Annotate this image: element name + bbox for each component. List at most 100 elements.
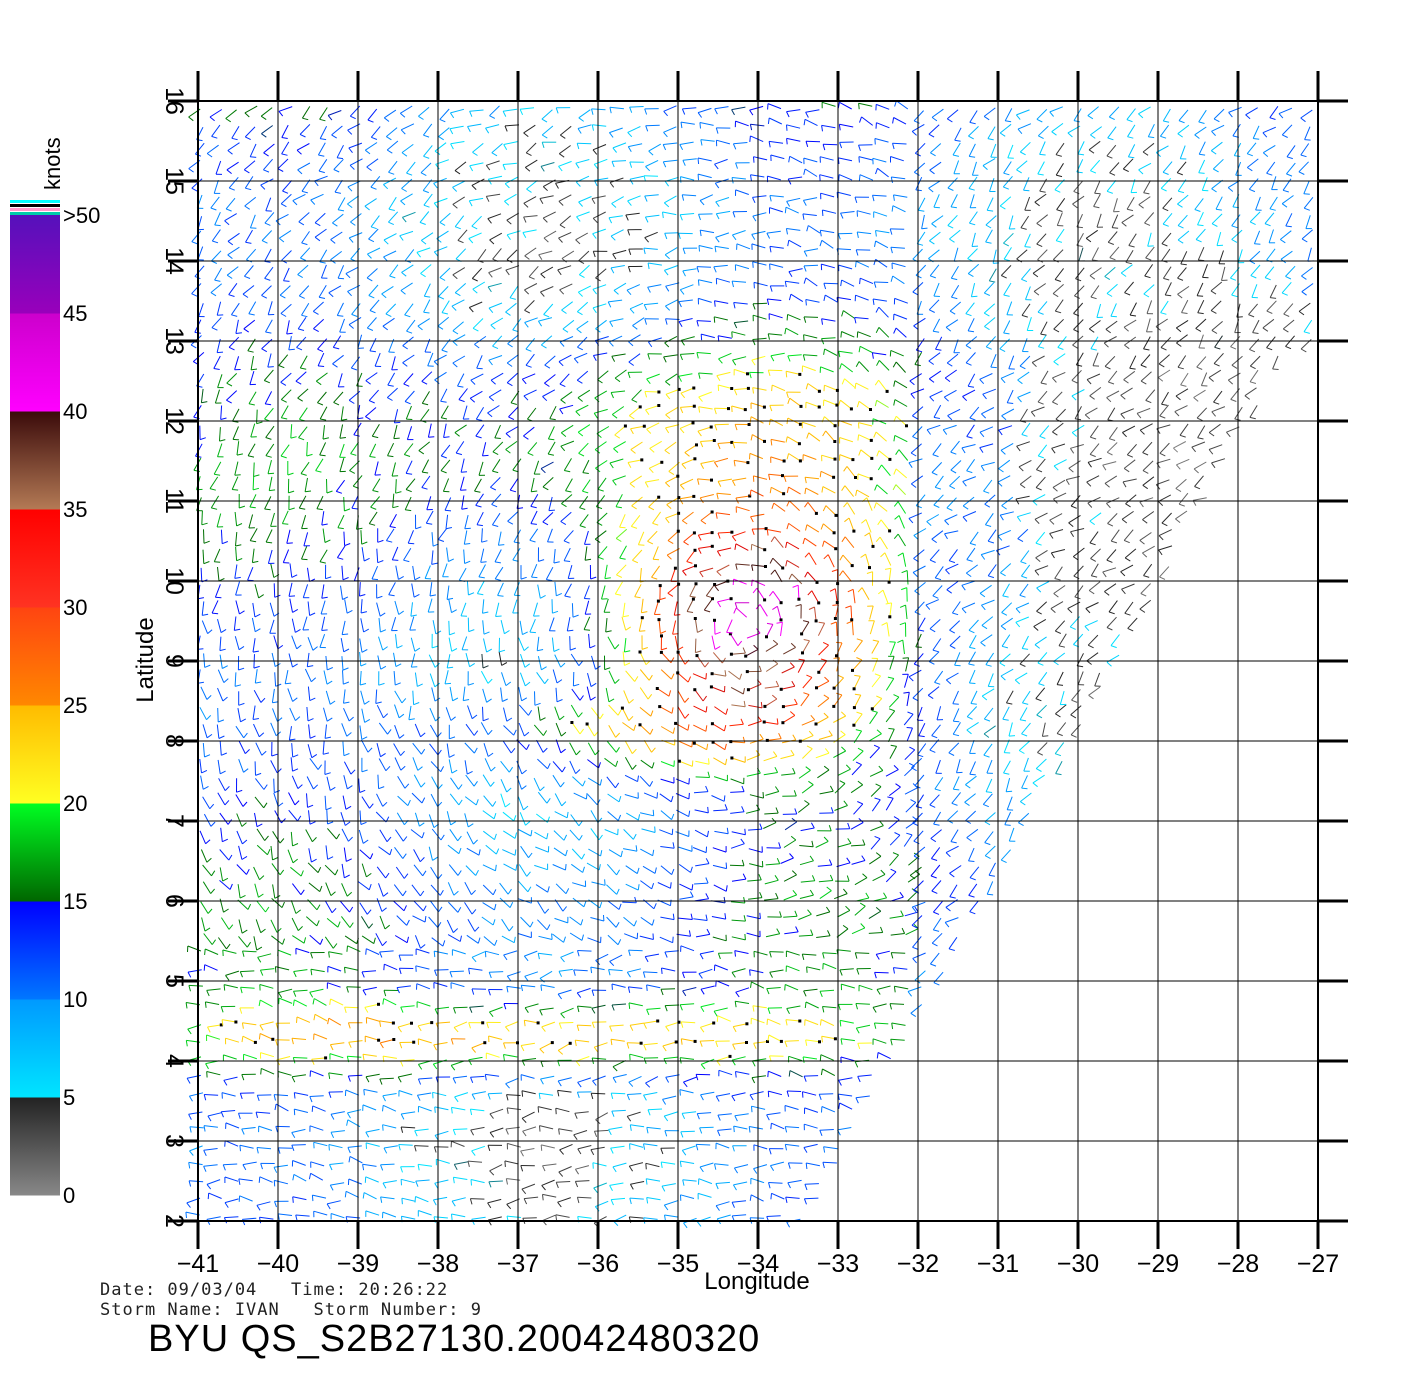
wind-barb	[622, 722, 637, 732]
wind-barb	[1021, 635, 1029, 650]
wind-barb	[591, 655, 601, 670]
wind-barb	[307, 567, 316, 583]
wind-barb	[453, 1021, 468, 1033]
wind-barb	[359, 670, 367, 686]
wind-barb	[332, 354, 344, 368]
wind-barb	[1087, 496, 1101, 508]
wind-barb	[385, 303, 397, 318]
wind-barb	[1161, 391, 1169, 406]
wind-barb	[905, 816, 918, 829]
wind-barb	[454, 283, 467, 297]
wind-barb	[377, 774, 385, 790]
wind-barb	[982, 793, 993, 808]
wind-barb	[463, 549, 471, 564]
wind-barb	[1000, 617, 1013, 631]
wind-barb	[447, 882, 459, 896]
wind-barb	[948, 742, 960, 756]
wind-barb	[1264, 266, 1275, 281]
wind-barb	[806, 966, 821, 973]
wind-barb	[538, 250, 553, 260]
wind-barb	[555, 687, 563, 703]
wind-barb	[325, 882, 336, 896]
wind-barb	[195, 142, 205, 157]
wind-barb	[329, 1053, 344, 1060]
wind-barb	[784, 1105, 799, 1112]
wind-barb	[500, 760, 514, 773]
wind-barb	[680, 1038, 697, 1045]
wind-barb	[692, 846, 707, 854]
wind-barb	[1140, 354, 1151, 368]
wind-barb	[365, 407, 377, 421]
wind-barb	[822, 1161, 837, 1169]
wind-barb	[614, 581, 623, 596]
wind-barb	[388, 196, 397, 211]
wind-barb	[947, 214, 958, 229]
wind-barb	[609, 458, 624, 469]
wind-barb	[1111, 214, 1119, 229]
wind-barb	[786, 313, 801, 321]
wind-barb	[715, 277, 731, 285]
wind-barb	[326, 1200, 341, 1210]
wind-barb	[553, 549, 560, 564]
wind-barb	[913, 317, 926, 330]
wind-barb	[1002, 583, 1010, 598]
wind-barb	[431, 776, 443, 790]
wind-barb	[969, 739, 976, 754]
wind-barb	[524, 971, 539, 982]
wind-barb	[576, 301, 589, 316]
wind-barb	[731, 331, 746, 338]
wind-barb	[348, 1155, 363, 1164]
wind-barb	[804, 487, 819, 495]
wind-barb	[1262, 144, 1276, 157]
wind-barb	[632, 317, 645, 330]
wind-barb	[420, 264, 432, 278]
wind-barb	[206, 1071, 221, 1078]
wind-barb	[1025, 286, 1032, 301]
wind-barb	[191, 283, 202, 297]
wind-barb	[188, 1180, 204, 1187]
wind-barb	[500, 778, 512, 793]
wind-barb	[522, 1126, 537, 1137]
wind-barb	[220, 917, 234, 930]
wind-barb	[752, 337, 767, 346]
colorbar-tick-label: 35	[63, 497, 87, 522]
wind-barb	[783, 910, 798, 918]
wind-barb	[448, 598, 457, 614]
wind-barb	[664, 265, 678, 276]
wind-barb	[1161, 248, 1171, 263]
wind-barb	[347, 1178, 362, 1186]
wind-barb	[410, 637, 421, 652]
wind-barb	[1298, 161, 1309, 175]
wind-barb	[1142, 476, 1155, 490]
wind-barb	[365, 1073, 380, 1083]
wind-barb	[379, 829, 392, 843]
wind-barb	[678, 863, 693, 873]
wind-barb	[378, 618, 387, 633]
wind-barb	[1197, 425, 1206, 440]
wind-barb	[559, 283, 573, 295]
wind-barb	[735, 987, 750, 998]
wind-barb	[263, 369, 274, 384]
wind-barb	[1017, 123, 1032, 135]
wind-barb	[537, 901, 550, 914]
wind-barb	[400, 1126, 416, 1133]
wind-barb	[715, 1181, 730, 1190]
wind-barb	[1106, 144, 1117, 159]
wind-barb	[358, 829, 369, 844]
wind-barb	[609, 954, 623, 967]
wind-barb	[853, 801, 864, 815]
wind-barb	[365, 372, 378, 385]
wind-barb	[584, 546, 592, 561]
wind-barb	[271, 863, 285, 876]
y-tick-label: 4	[160, 1054, 188, 1068]
wind-barb	[383, 963, 398, 971]
wind-barb	[732, 1041, 748, 1050]
wind-barb	[783, 642, 796, 655]
wind-barb	[203, 1164, 218, 1172]
wind-barb	[236, 864, 250, 875]
wind-barb	[267, 301, 275, 316]
wind-barb	[909, 373, 922, 386]
wind-barb	[1033, 283, 1046, 296]
wind-barb	[697, 425, 713, 437]
wind-barb	[400, 1166, 415, 1173]
